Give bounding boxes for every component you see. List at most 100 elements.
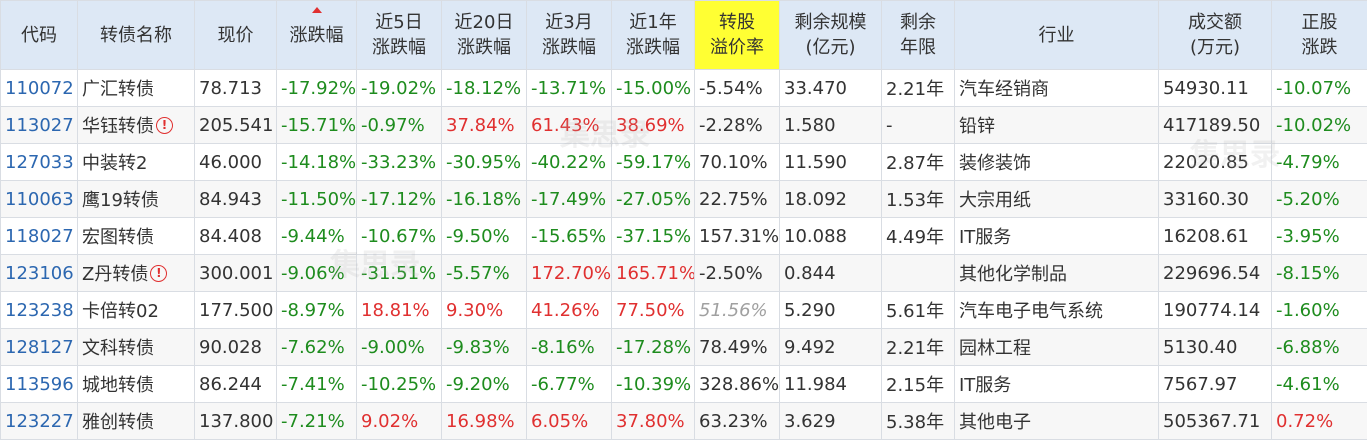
warning-icon[interactable]: ! (150, 265, 168, 282)
column-header-label: 近20日 (454, 12, 514, 33)
cell-term (881, 254, 955, 292)
bond-name[interactable]: 雅创转债 (82, 412, 154, 433)
cell-chg3m: -13.71% (526, 69, 612, 107)
bond-name[interactable]: Z丹转债 (82, 264, 149, 285)
cell-name[interactable]: 宏图转债 (77, 217, 195, 255)
cell-chg5: -0.97% (356, 106, 442, 144)
column-header-chg3m[interactable]: 近3月 涨跌幅 (526, 0, 612, 70)
bond-code-link[interactable]: 127033 (5, 151, 74, 173)
cell-name[interactable]: 雅创转债 (77, 402, 195, 440)
bond-code-link[interactable]: 110063 (5, 188, 74, 210)
column-header-name[interactable]: 转债名称 (77, 0, 195, 70)
cell-name[interactable]: 文科转债 (77, 328, 195, 366)
bond-code-link[interactable]: 128127 (5, 336, 74, 358)
cell-code[interactable]: 113027 (0, 106, 78, 144)
column-header-label: 成交额 (1188, 12, 1242, 33)
column-header-chg[interactable]: 涨跌幅 (276, 0, 357, 70)
table-row[interactable]: 127033 中装转2 46.000 -14.18% -33.23% -30.95% -40… (0, 143, 1367, 181)
table-row[interactable]: 113596 城地转债 86.244 -7.41% -10.25% -9.20% -6.77… (0, 365, 1367, 403)
cell-name[interactable]: 中装转2 (77, 143, 195, 181)
column-header-term[interactable]: 剩余 年限 (881, 0, 955, 70)
bond-name[interactable]: 广汇转债 (82, 79, 154, 100)
cell-chg20: 37.84% (441, 106, 527, 144)
table-row[interactable]: 123238 卡倍转02 177.500 -8.97% 18.81% 9.30% 41.26… (0, 291, 1367, 329)
cell-name[interactable]: 华钰转债! (77, 106, 195, 144)
cell-volume: 229696.54 (1158, 254, 1272, 292)
cell-code[interactable]: 128127 (0, 328, 78, 366)
cell-price: 84.943 (194, 180, 277, 218)
cell-chg: -14.18% (276, 143, 357, 181)
cell-premium: 70.10% (694, 143, 780, 181)
cell-code[interactable]: 127033 (0, 143, 78, 181)
cell-term: 2.15年 (881, 365, 955, 403)
column-header-volume[interactable]: 成交额 (万元) (1158, 0, 1272, 70)
column-header-chg1y[interactable]: 近1年 涨跌幅 (611, 0, 695, 70)
bond-code-link[interactable]: 110072 (5, 77, 74, 99)
cell-code[interactable]: 123227 (0, 402, 78, 440)
sort-desc-icon[interactable] (311, 7, 322, 13)
cell-chg20: 9.30% (441, 291, 527, 329)
cell-name[interactable]: 广汇转债 (77, 69, 195, 107)
bond-code-link[interactable]: 118027 (5, 225, 74, 247)
bond-code-link[interactable]: 113596 (5, 373, 74, 395)
cell-chg20: -18.12% (441, 69, 527, 107)
cell-industry: 其他化学制品 (954, 254, 1159, 292)
cell-stock_chg: -4.61% (1271, 365, 1367, 403)
table-row[interactable]: 123106 Z丹转债! 300.001 -9.06% -31.51% -5.57% 172… (0, 254, 1367, 292)
cell-code[interactable]: 123106 (0, 254, 78, 292)
warning-icon[interactable]: ! (156, 117, 173, 134)
column-header-industry[interactable]: 行业 (954, 0, 1159, 70)
cell-code[interactable]: 110063 (0, 180, 78, 218)
table-row[interactable]: 113027 华钰转债! 205.541 -15.71% -0.97% 37.84% 61.… (0, 106, 1367, 144)
table-row[interactable]: 123227 雅创转债 137.800 -7.21% 9.02% 16.98% 6.05% 3… (0, 402, 1367, 440)
cell-name[interactable]: 鹰19转债 (77, 180, 195, 218)
column-header-code[interactable]: 代码 (0, 0, 78, 70)
cell-chg3m: -15.65% (526, 217, 612, 255)
cell-volume: 16208.61 (1158, 217, 1272, 255)
cell-stock_chg: -3.95% (1271, 217, 1367, 255)
column-header-label: 转股 (719, 12, 755, 33)
header-row: 代码 转债名称 现价 涨跌幅 近5日 涨跌幅 近20日 涨跌幅 近3月 涨跌幅 近1年 涨跌幅 转股 溢价… (0, 0, 1367, 70)
cell-stock_chg: -10.07% (1271, 69, 1367, 107)
cell-chg1y: -15.00% (611, 69, 695, 107)
cell-name[interactable]: Z丹转债! (77, 254, 195, 292)
column-header-price[interactable]: 现价 (194, 0, 277, 70)
cell-premium: 157.31% (694, 217, 780, 255)
column-header-chg20[interactable]: 近20日 涨跌幅 (441, 0, 527, 70)
bond-code-link[interactable]: 123106 (5, 262, 74, 284)
table-row[interactable]: 118027 宏图转债 84.408 -9.44% -10.67% -9.50% -15.6… (0, 217, 1367, 255)
cell-stock_chg: -6.88% (1271, 328, 1367, 366)
column-header-chg5[interactable]: 近5日 涨跌幅 (356, 0, 442, 70)
cell-industry: 汽车电子电气系统 (954, 291, 1159, 329)
bond-code-link[interactable]: 123238 (5, 299, 74, 321)
bond-name[interactable]: 文科转债 (82, 338, 154, 359)
table-body: 110072 广汇转债 78.713 -17.92% -19.02% -18.12% -13… (0, 69, 1367, 440)
cell-code[interactable]: 123238 (0, 291, 78, 329)
bond-name[interactable]: 宏图转债 (82, 227, 154, 248)
cell-name[interactable]: 卡倍转02 (77, 291, 195, 329)
cell-code[interactable]: 110072 (0, 69, 78, 107)
bond-name[interactable]: 城地转债 (82, 375, 154, 396)
bond-name[interactable]: 鹰19转债 (82, 190, 159, 211)
table-row[interactable]: 128127 文科转债 90.028 -7.62% -9.00% -9.83% -8.16%… (0, 328, 1367, 366)
cell-chg1y: 37.80% (611, 402, 695, 440)
cell-code[interactable]: 113596 (0, 365, 78, 403)
bond-code-link[interactable]: 113027 (5, 114, 74, 136)
column-header-premium[interactable]: 转股 溢价率 (694, 0, 780, 70)
cell-industry: 其他电子 (954, 402, 1159, 440)
table-row[interactable]: 110063 鹰19转债 84.943 -11.50% -17.12% -16.18% -1… (0, 180, 1367, 218)
bond-name[interactable]: 中装转2 (82, 153, 148, 174)
bond-name[interactable]: 卡倍转02 (82, 301, 159, 322)
column-header-stock_chg[interactable]: 正股 涨跌 (1271, 0, 1367, 70)
bond-name[interactable]: 华钰转债 (82, 116, 154, 137)
bond-code-link[interactable]: 123227 (5, 410, 74, 432)
cell-code[interactable]: 118027 (0, 217, 78, 255)
cell-chg3m: 41.26% (526, 291, 612, 329)
cell-chg5: 9.02% (356, 402, 442, 440)
cell-volume: 5130.40 (1158, 328, 1272, 366)
column-header-scale[interactable]: 剩余规模 (亿元) (779, 0, 882, 70)
table-row[interactable]: 110072 广汇转债 78.713 -17.92% -19.02% -18.12% -13… (0, 69, 1367, 107)
cell-volume: 417189.50 (1158, 106, 1272, 144)
cell-name[interactable]: 城地转债 (77, 365, 195, 403)
